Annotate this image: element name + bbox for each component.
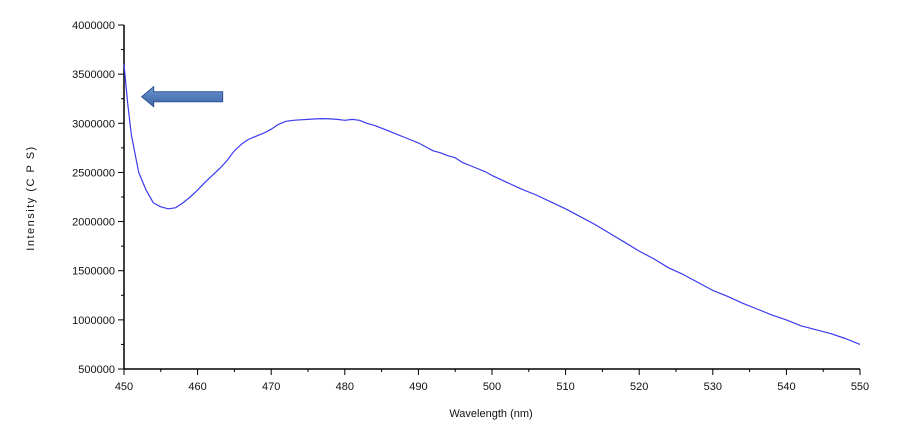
y-tick-label: 2000000 — [72, 217, 115, 229]
x-tick-label: 530 — [704, 381, 722, 393]
x-tick-label: 450 — [115, 381, 133, 393]
x-tick-label: 510 — [556, 381, 574, 393]
x-tick-label: 470 — [262, 381, 280, 393]
y-tick-label: 1000000 — [72, 315, 115, 327]
x-tick-label: 490 — [409, 381, 427, 393]
x-axis-ticks: 450 460 470 480 490 500 510 520 530 540 550 — [115, 369, 869, 393]
y-axis-label: Intensity (C P S) — [25, 145, 37, 250]
y-axis-ticks: 500000 1000000 1500000 2000000 2500000 300000… — [72, 20, 124, 376]
x-axis-label: Wavelength (nm) — [449, 408, 532, 420]
x-tick-label: 500 — [483, 381, 501, 393]
x-tick-label: 460 — [188, 381, 206, 393]
axes — [123, 25, 860, 370]
y-tick-label: 4000000 — [72, 20, 115, 32]
x-tick-label: 540 — [777, 381, 795, 393]
y-tick-label: 1500000 — [72, 266, 115, 278]
series-group — [123, 64, 861, 345]
series-line — [123, 64, 861, 345]
y-tick-label: 500000 — [78, 364, 115, 376]
y-tick-label: 2500000 — [72, 167, 115, 179]
y-tick-label: 3500000 — [72, 69, 115, 81]
x-tick-label: 550 — [851, 381, 869, 393]
x-tick-label: 480 — [336, 381, 354, 393]
annotation-group — [140, 85, 224, 108]
y-tick-label: 3000000 — [72, 118, 115, 130]
x-tick-label: 520 — [630, 381, 648, 393]
annotation-arrow — [140, 85, 224, 108]
